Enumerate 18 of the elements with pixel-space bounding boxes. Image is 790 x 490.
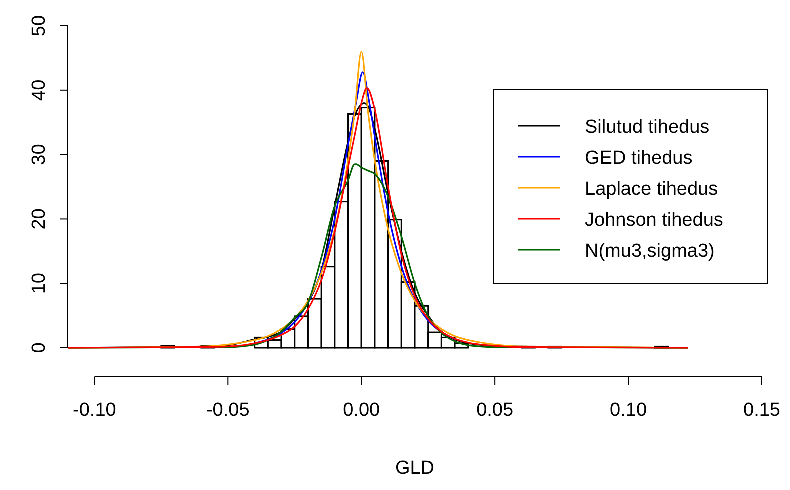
x-tick-label: -0.10 bbox=[73, 400, 116, 421]
x-tick-label: -0.05 bbox=[206, 400, 250, 421]
y-tick-label: 40 bbox=[29, 80, 50, 101]
y-tick-label: 50 bbox=[29, 15, 50, 37]
y-tick-label: 20 bbox=[29, 208, 50, 230]
y-tick-label: 0 bbox=[29, 342, 50, 354]
x-tick-label: 0.00 bbox=[343, 400, 380, 421]
x-tick-label: 0.05 bbox=[476, 400, 514, 421]
legend-label: N(mu3,sigma3) bbox=[585, 241, 715, 262]
legend-label: Johnson tihedus bbox=[585, 210, 724, 231]
x-tick-label: 0.10 bbox=[610, 400, 648, 421]
x-tick-label: 0.15 bbox=[744, 400, 780, 421]
y-tick-label: 10 bbox=[29, 273, 50, 294]
legend-label: Laplace tihedus bbox=[585, 179, 718, 200]
legend-label: Silutud tihedus bbox=[585, 117, 710, 138]
legend-label: GED tihedus bbox=[585, 148, 693, 169]
x-axis-title: GLD bbox=[395, 458, 435, 479]
y-tick-label: 30 bbox=[29, 144, 50, 166]
